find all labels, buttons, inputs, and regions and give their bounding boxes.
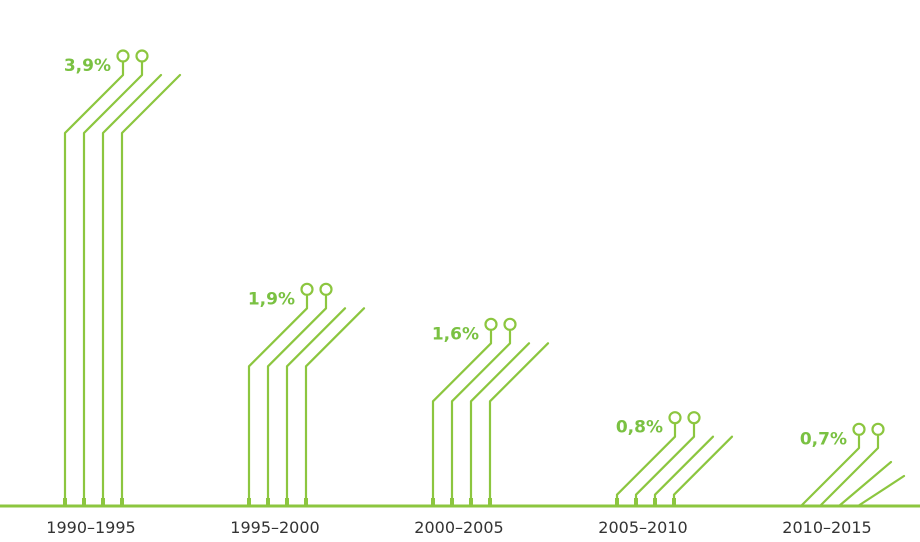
- connector-dot: [687, 411, 701, 425]
- trace-foot: [82, 498, 86, 506]
- bar-trace: [63, 61, 125, 508]
- data-label: 1,9%: [248, 289, 295, 309]
- data-label: 1,6%: [432, 324, 479, 344]
- x-tick-labels: 1990–1995 1995–2000 2000–2005 2005–2010 2010…: [46, 518, 871, 537]
- trace-foot: [285, 498, 289, 506]
- connector-dot: [852, 422, 866, 436]
- bar-trace: [488, 342, 550, 508]
- bar-trace: [837, 460, 893, 508]
- bar-trace: [450, 330, 512, 508]
- trace-foot: [653, 498, 657, 506]
- trace-foot: [450, 498, 454, 506]
- data-label: 0,8%: [616, 418, 663, 438]
- bar-trace: [856, 474, 906, 508]
- connector-dot: [116, 49, 130, 63]
- trace-foot: [672, 498, 676, 506]
- x-tick-label: 2000–2005: [414, 518, 503, 537]
- x-tick-label: 1990–1995: [46, 518, 135, 537]
- bar: 1,9%: [247, 282, 366, 508]
- trace-foot: [247, 498, 251, 506]
- x-tick-label: 2010–2015: [782, 518, 871, 537]
- connector-dot: [135, 49, 149, 63]
- connector-dot: [503, 317, 517, 331]
- bar-trace: [120, 73, 182, 508]
- bar-trace: [818, 435, 880, 508]
- bar-trace: [82, 61, 144, 508]
- bar-trace: [799, 435, 861, 508]
- bar: 3,9%: [63, 49, 182, 508]
- bar-trace: [469, 342, 531, 508]
- bar-trace: [431, 330, 493, 508]
- connector-dot: [871, 422, 885, 436]
- bar-trace: [285, 307, 347, 508]
- bar-trace: [304, 307, 366, 508]
- trace-foot: [120, 498, 124, 506]
- bar-trace: [247, 295, 309, 508]
- bar: 0,8%: [615, 411, 734, 508]
- trace-foot: [304, 498, 308, 506]
- bars-group: 3,9% 1,9% 1,6% 0,8% 0,7%: [63, 49, 906, 508]
- trace-foot: [266, 498, 270, 506]
- bar-trace: [101, 73, 163, 508]
- trace-foot: [615, 498, 619, 506]
- trace-foot: [488, 498, 492, 506]
- connector-dot: [484, 317, 498, 331]
- trace-foot: [101, 498, 105, 506]
- connector-dot: [668, 411, 682, 425]
- bar: 0,7%: [799, 422, 906, 508]
- bar: 1,6%: [431, 317, 550, 508]
- trace-foot: [431, 498, 435, 506]
- x-tick-label: 1995–2000: [230, 518, 319, 537]
- connector-dot: [300, 282, 314, 296]
- trace-foot: [63, 498, 67, 506]
- bar-trace: [266, 295, 328, 508]
- trace-foot: [469, 498, 473, 506]
- connector-dot: [319, 282, 333, 296]
- x-tick-label: 2005–2010: [598, 518, 687, 537]
- data-label: 0,7%: [800, 429, 847, 449]
- data-label: 3,9%: [64, 56, 111, 76]
- trace-foot: [634, 498, 638, 506]
